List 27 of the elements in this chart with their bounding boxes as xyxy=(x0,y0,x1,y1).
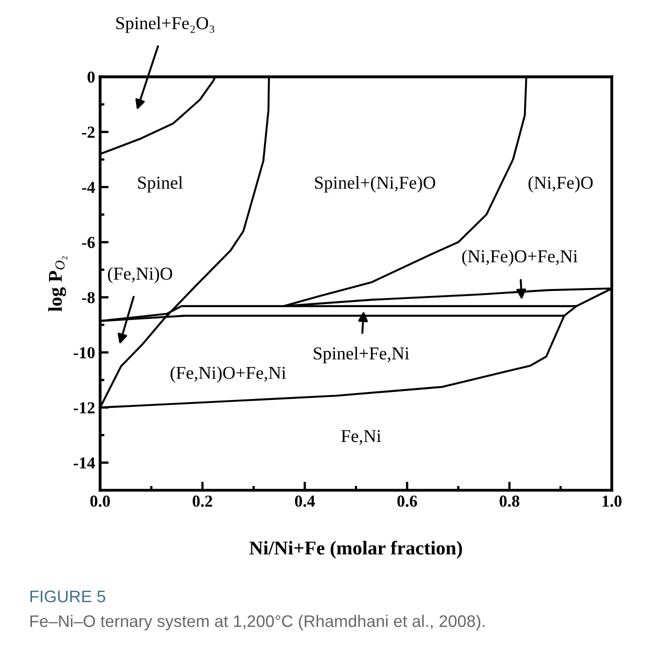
y-axis-title: log P$_{O₂}$ xyxy=(48,256,68,312)
annotation: Spinel+(Ni,Fe)O xyxy=(315,176,436,192)
text: Fe–Ni–O ternary system at 1,200°C (Rhamdhani et al., 2008). xyxy=(30,614,484,630)
x-tick-label: 0.6 xyxy=(397,496,418,507)
y-tick-label: 0 xyxy=(88,72,95,83)
y-tick-label: -8 xyxy=(82,292,95,304)
text: Spinel+Fe₂O₃ xyxy=(116,16,214,33)
annotation: (Ni,Fe)O+Fe,Ni xyxy=(462,250,578,266)
annotation: Fe,Ni xyxy=(341,430,382,445)
x-tick-label: 0.4 xyxy=(295,496,315,507)
x-axis-title: Ni/Ni+Fe (molar fraction) xyxy=(249,540,462,559)
y-tick-label: -4 xyxy=(82,182,95,193)
x-tick-label: 0.8 xyxy=(500,496,520,507)
y-tick-label: -14 xyxy=(74,457,95,468)
annotation: Spinel+Fe,Ni xyxy=(314,346,410,364)
annotation: (Ni,Fe)O xyxy=(528,176,593,192)
annotation: (Fe,Ni)O+Fe,Ni xyxy=(170,366,286,383)
x-tick-label: 0.2 xyxy=(192,496,212,507)
annotation: Spinel xyxy=(138,176,183,192)
x-tick-label: 0.0 xyxy=(90,496,110,507)
y-tick-label: -10 xyxy=(74,347,95,358)
y-tick-label: -2 xyxy=(82,126,95,138)
y-tick-label: -6 xyxy=(82,236,95,248)
x-tick-label: 1.0 xyxy=(602,496,622,507)
y-tick-label: -12 xyxy=(74,402,95,414)
annotation: (Fe,Ni)O xyxy=(108,267,172,284)
text: FIGURE 5 xyxy=(30,590,106,602)
